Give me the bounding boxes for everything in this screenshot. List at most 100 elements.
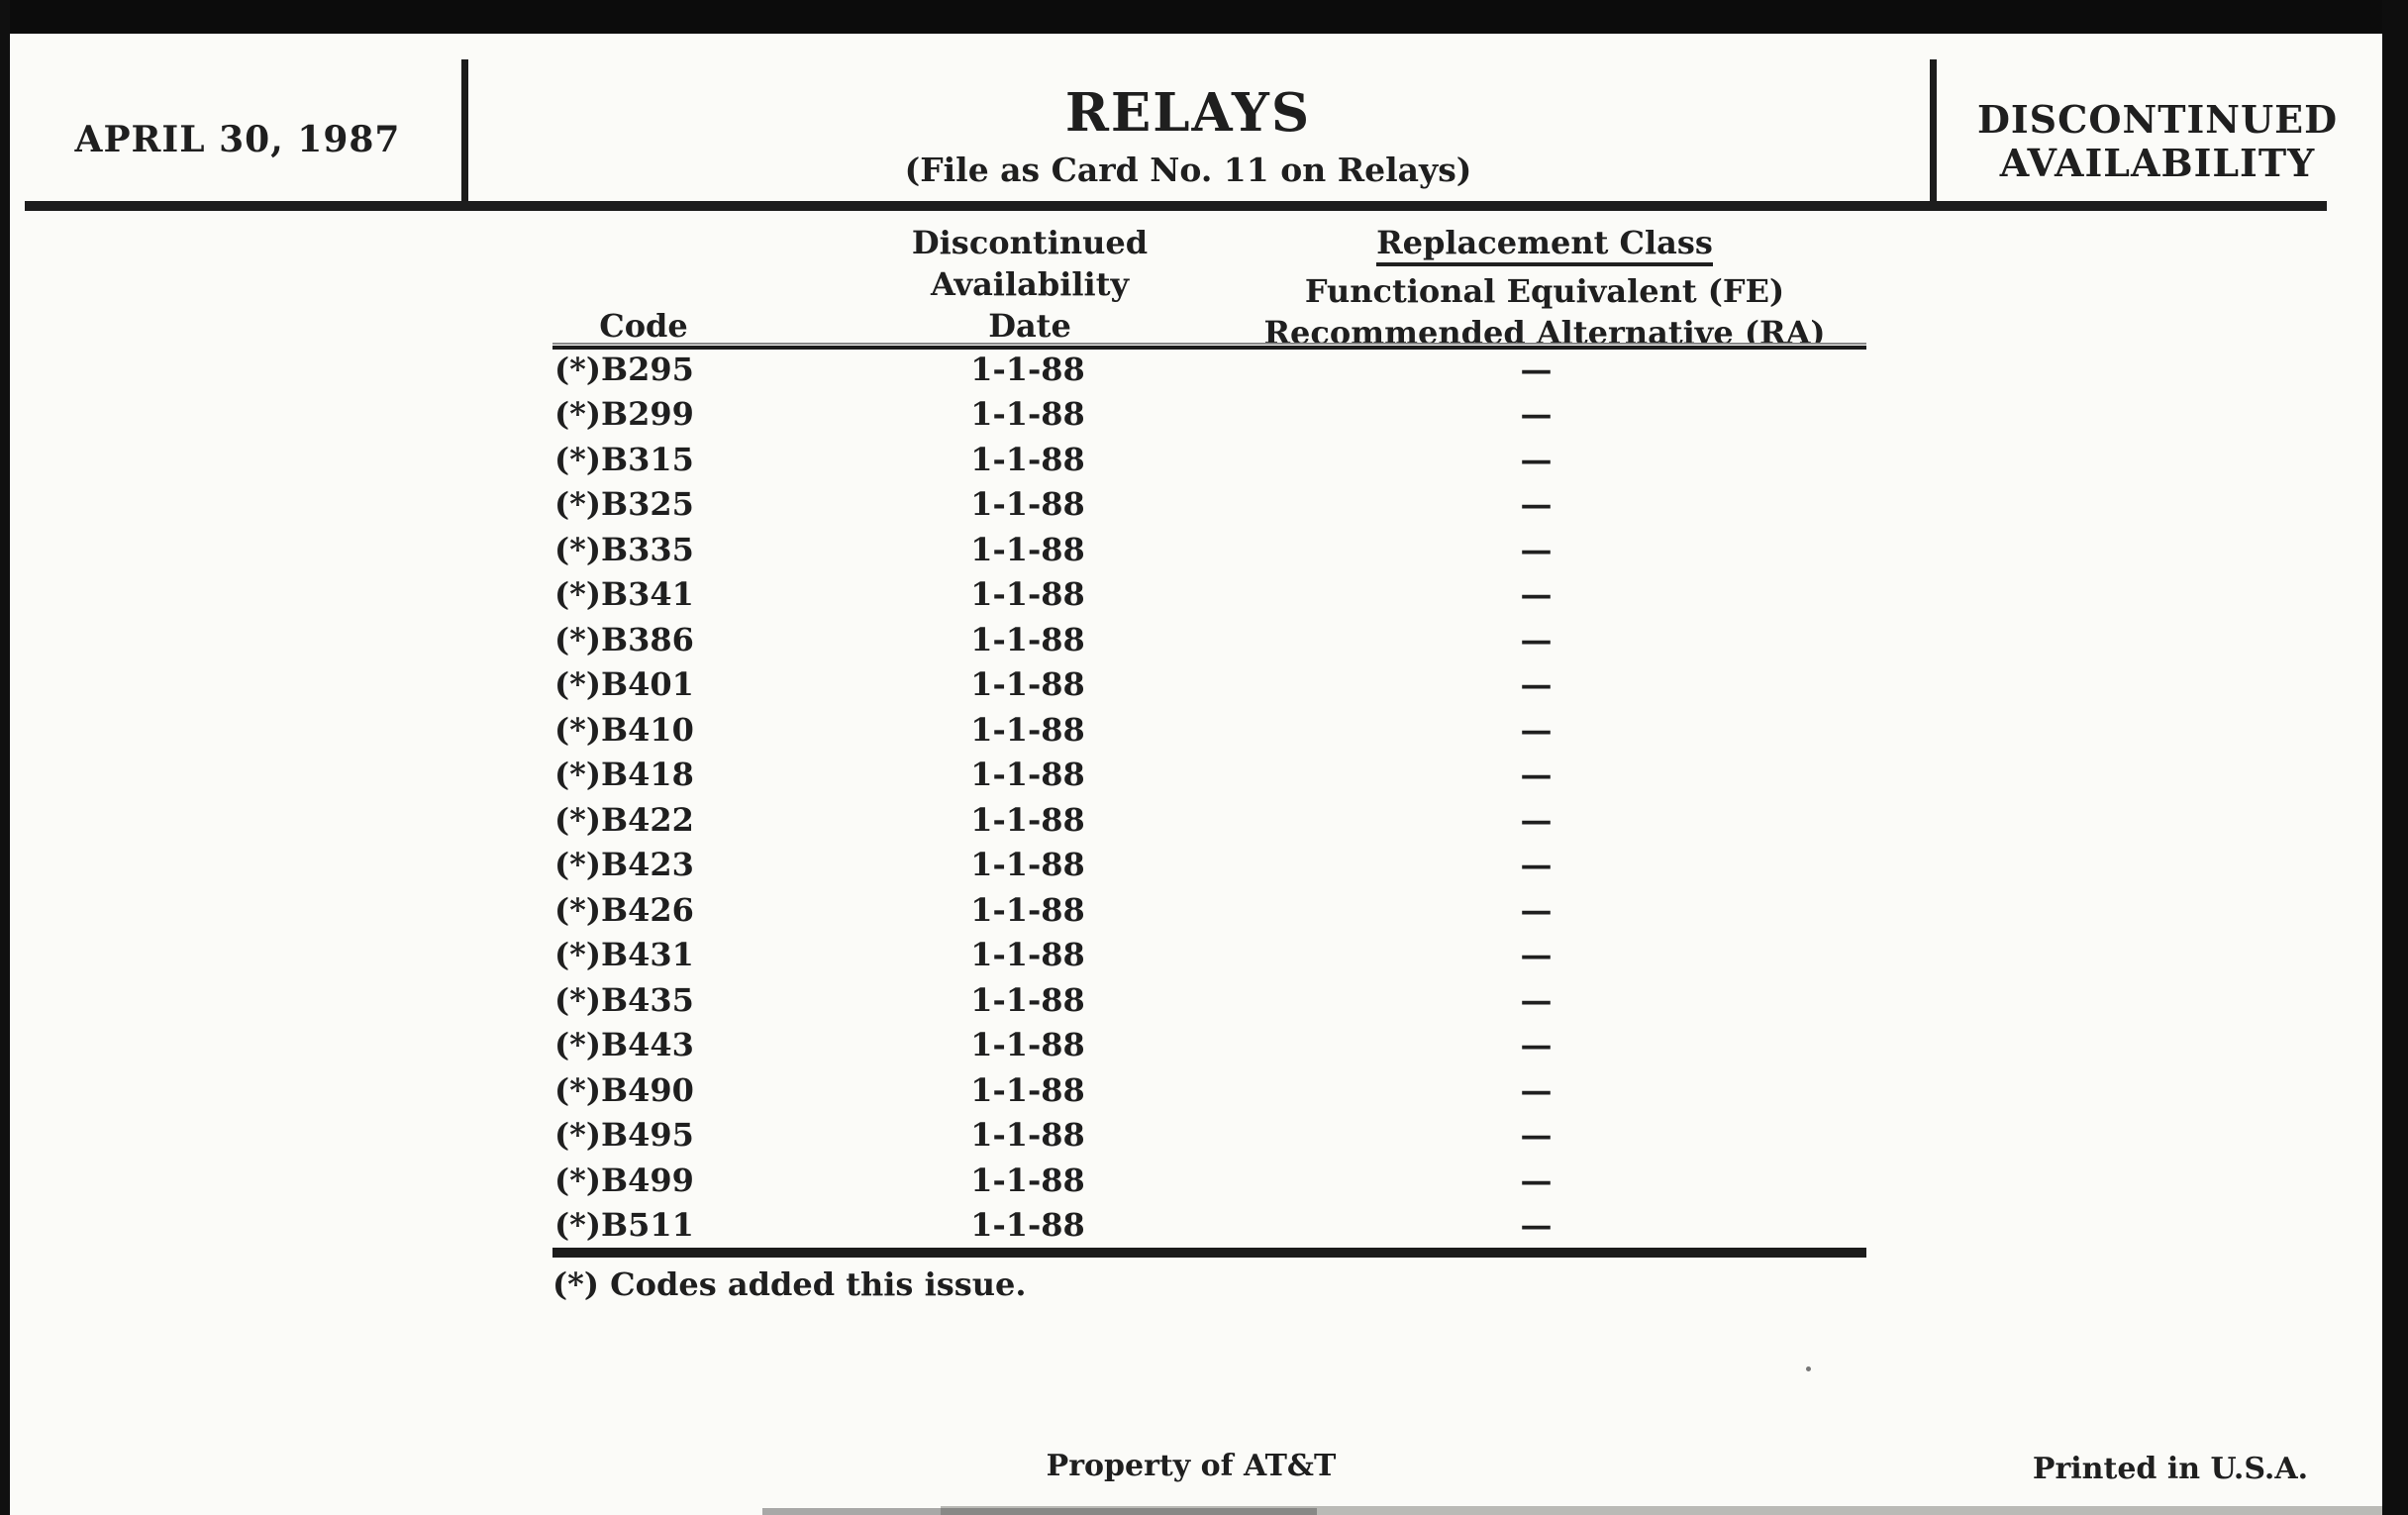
availability-date-cell: 1-1-88 [970, 936, 1085, 974]
availability-date-cell: 1-1-88 [970, 530, 1085, 568]
replacement-class-cell: — [1520, 800, 1553, 839]
replacement-class-cell: — [1520, 846, 1553, 884]
code-cell: (*)B435 [554, 980, 694, 1019]
code-cell: (*)B495 [554, 1116, 694, 1155]
availability-date-cell: 1-1-88 [970, 710, 1085, 749]
page-subtitle: (File as Card No. 11 on Relays) [904, 151, 1472, 189]
availability-date-cell: 1-1-88 [970, 1070, 1085, 1109]
availability-date-cell: 1-1-88 [970, 1026, 1085, 1064]
table-row: (*)B295 1-1-88 — [552, 347, 1866, 392]
header-divider-left [461, 59, 468, 204]
column-header-date-line1: Discontinued [911, 224, 1149, 261]
replacement-class-cell: — [1520, 530, 1553, 568]
code-cell: (*)B426 [554, 890, 694, 929]
table-header-rule [552, 343, 1866, 350]
corner-label-line1: DISCONTINUED [1976, 97, 2339, 142]
table-row: (*)B299 1-1-88 — [552, 392, 1866, 438]
header-divider-right [1930, 59, 1937, 204]
code-cell: (*)B335 [554, 530, 694, 568]
scan-edge-top [0, 0, 2408, 34]
scan-edge-left [0, 0, 10, 1515]
column-header-replacement-line2: Functional Equivalent (FE) [1304, 272, 1785, 310]
code-cell: (*)B422 [554, 800, 694, 839]
header-rule [25, 201, 2327, 211]
table-row: (*)B431 1-1-88 — [552, 933, 1866, 978]
table-row: (*)B422 1-1-88 — [552, 797, 1866, 843]
scan-edge-bottom [941, 1506, 2382, 1515]
corner-label-line2: AVAILABILITY [1999, 141, 2316, 185]
code-cell: (*)B431 [554, 936, 694, 974]
availability-date-cell: 1-1-88 [970, 440, 1085, 478]
replacement-class-cell: — [1520, 485, 1553, 524]
table-row: (*)B490 1-1-88 — [552, 1067, 1866, 1113]
replacement-class-cell: — [1520, 1070, 1553, 1109]
column-header-date: Discontinued Availability Date [852, 226, 1208, 351]
table-body: (*)B295 1-1-88 — (*)B299 1-1-88 — (*)B31… [552, 347, 1866, 1248]
code-cell: (*)B410 [554, 710, 694, 749]
table-row: (*)B335 1-1-88 — [552, 527, 1866, 572]
replacement-class-cell: — [1520, 710, 1553, 749]
code-cell: (*)B418 [554, 756, 694, 794]
code-cell: (*)B499 [554, 1161, 694, 1199]
replacement-class-cell: — [1520, 575, 1553, 614]
availability-date-cell: 1-1-88 [970, 846, 1085, 884]
availability-date-cell: 1-1-88 [970, 485, 1085, 524]
replacement-class-cell: — [1520, 890, 1553, 929]
availability-date-cell: 1-1-88 [970, 1161, 1085, 1199]
availability-date-cell: 1-1-88 [970, 665, 1085, 704]
column-header-date-line3: Date [988, 307, 1071, 345]
title-block: RELAYS (File as Card No. 11 on Relays) [465, 82, 1911, 189]
table-row: (*)B426 1-1-88 — [552, 887, 1866, 933]
replacement-class-cell: — [1520, 440, 1553, 478]
replacement-class-cell: — [1520, 756, 1553, 794]
code-cell: (*)B325 [554, 485, 694, 524]
code-cell: (*)B423 [554, 846, 694, 884]
availability-date-cell: 1-1-88 [970, 756, 1085, 794]
replacement-class-cell: — [1520, 1206, 1553, 1245]
table-footnote: (*) Codes added this issue. [552, 1265, 1027, 1303]
column-header-replacement-line1: Replacement Class [1376, 226, 1713, 266]
table-row: (*)B401 1-1-88 — [552, 662, 1866, 708]
table-row: (*)B495 1-1-88 — [552, 1113, 1866, 1159]
availability-date-cell: 1-1-88 [970, 575, 1085, 614]
code-cell: (*)B443 [554, 1026, 694, 1064]
table-row: (*)B386 1-1-88 — [552, 617, 1866, 662]
footer-printed-label: Printed in U.S.A. [2032, 1452, 2309, 1486]
scan-speck [1806, 1366, 1811, 1371]
table-row: (*)B410 1-1-88 — [552, 707, 1866, 753]
availability-date-cell: 1-1-88 [970, 395, 1085, 434]
availability-date-cell: 1-1-88 [970, 1116, 1085, 1155]
code-cell: (*)B401 [554, 665, 694, 704]
code-cell: (*)B386 [554, 620, 694, 658]
code-cell: (*)B490 [554, 1070, 694, 1109]
replacement-class-cell: — [1520, 1116, 1553, 1155]
table-row: (*)B499 1-1-88 — [552, 1158, 1866, 1203]
code-cell: (*)B511 [554, 1206, 694, 1245]
column-header-code: Code [599, 307, 688, 345]
replacement-class-cell: — [1520, 936, 1553, 974]
availability-date-cell: 1-1-88 [970, 890, 1085, 929]
column-header-date-line2: Availability [930, 265, 1130, 303]
code-cell: (*)B341 [554, 575, 694, 614]
table-row: (*)B443 1-1-88 — [552, 1023, 1866, 1068]
table-row: (*)B418 1-1-88 — [552, 753, 1866, 798]
table-bottom-rule [552, 1248, 1866, 1258]
availability-date-cell: 1-1-88 [970, 1206, 1085, 1245]
replacement-class-cell: — [1520, 980, 1553, 1019]
table-row: (*)B435 1-1-88 — [552, 977, 1866, 1023]
page-title: RELAYS [1064, 82, 1312, 144]
replacement-class-cell: — [1520, 1161, 1553, 1199]
code-cell: (*)B315 [554, 440, 694, 478]
table-row: (*)B325 1-1-88 — [552, 482, 1866, 528]
replacement-class-cell: — [1520, 1026, 1553, 1064]
availability-date-cell: 1-1-88 [970, 350, 1085, 388]
column-header-replacement: Replacement Class Functional Equivalent … [1178, 226, 1911, 357]
issue-date: APRIL 30, 1987 [74, 119, 401, 160]
code-cell: (*)B295 [554, 350, 694, 388]
footer-property-label: Property of AT&T [1046, 1449, 1337, 1483]
availability-date-cell: 1-1-88 [970, 980, 1085, 1019]
replacement-class-cell: — [1520, 395, 1553, 434]
table-row: (*)B341 1-1-88 — [552, 572, 1866, 618]
availability-date-cell: 1-1-88 [970, 620, 1085, 658]
code-cell: (*)B299 [554, 395, 694, 434]
